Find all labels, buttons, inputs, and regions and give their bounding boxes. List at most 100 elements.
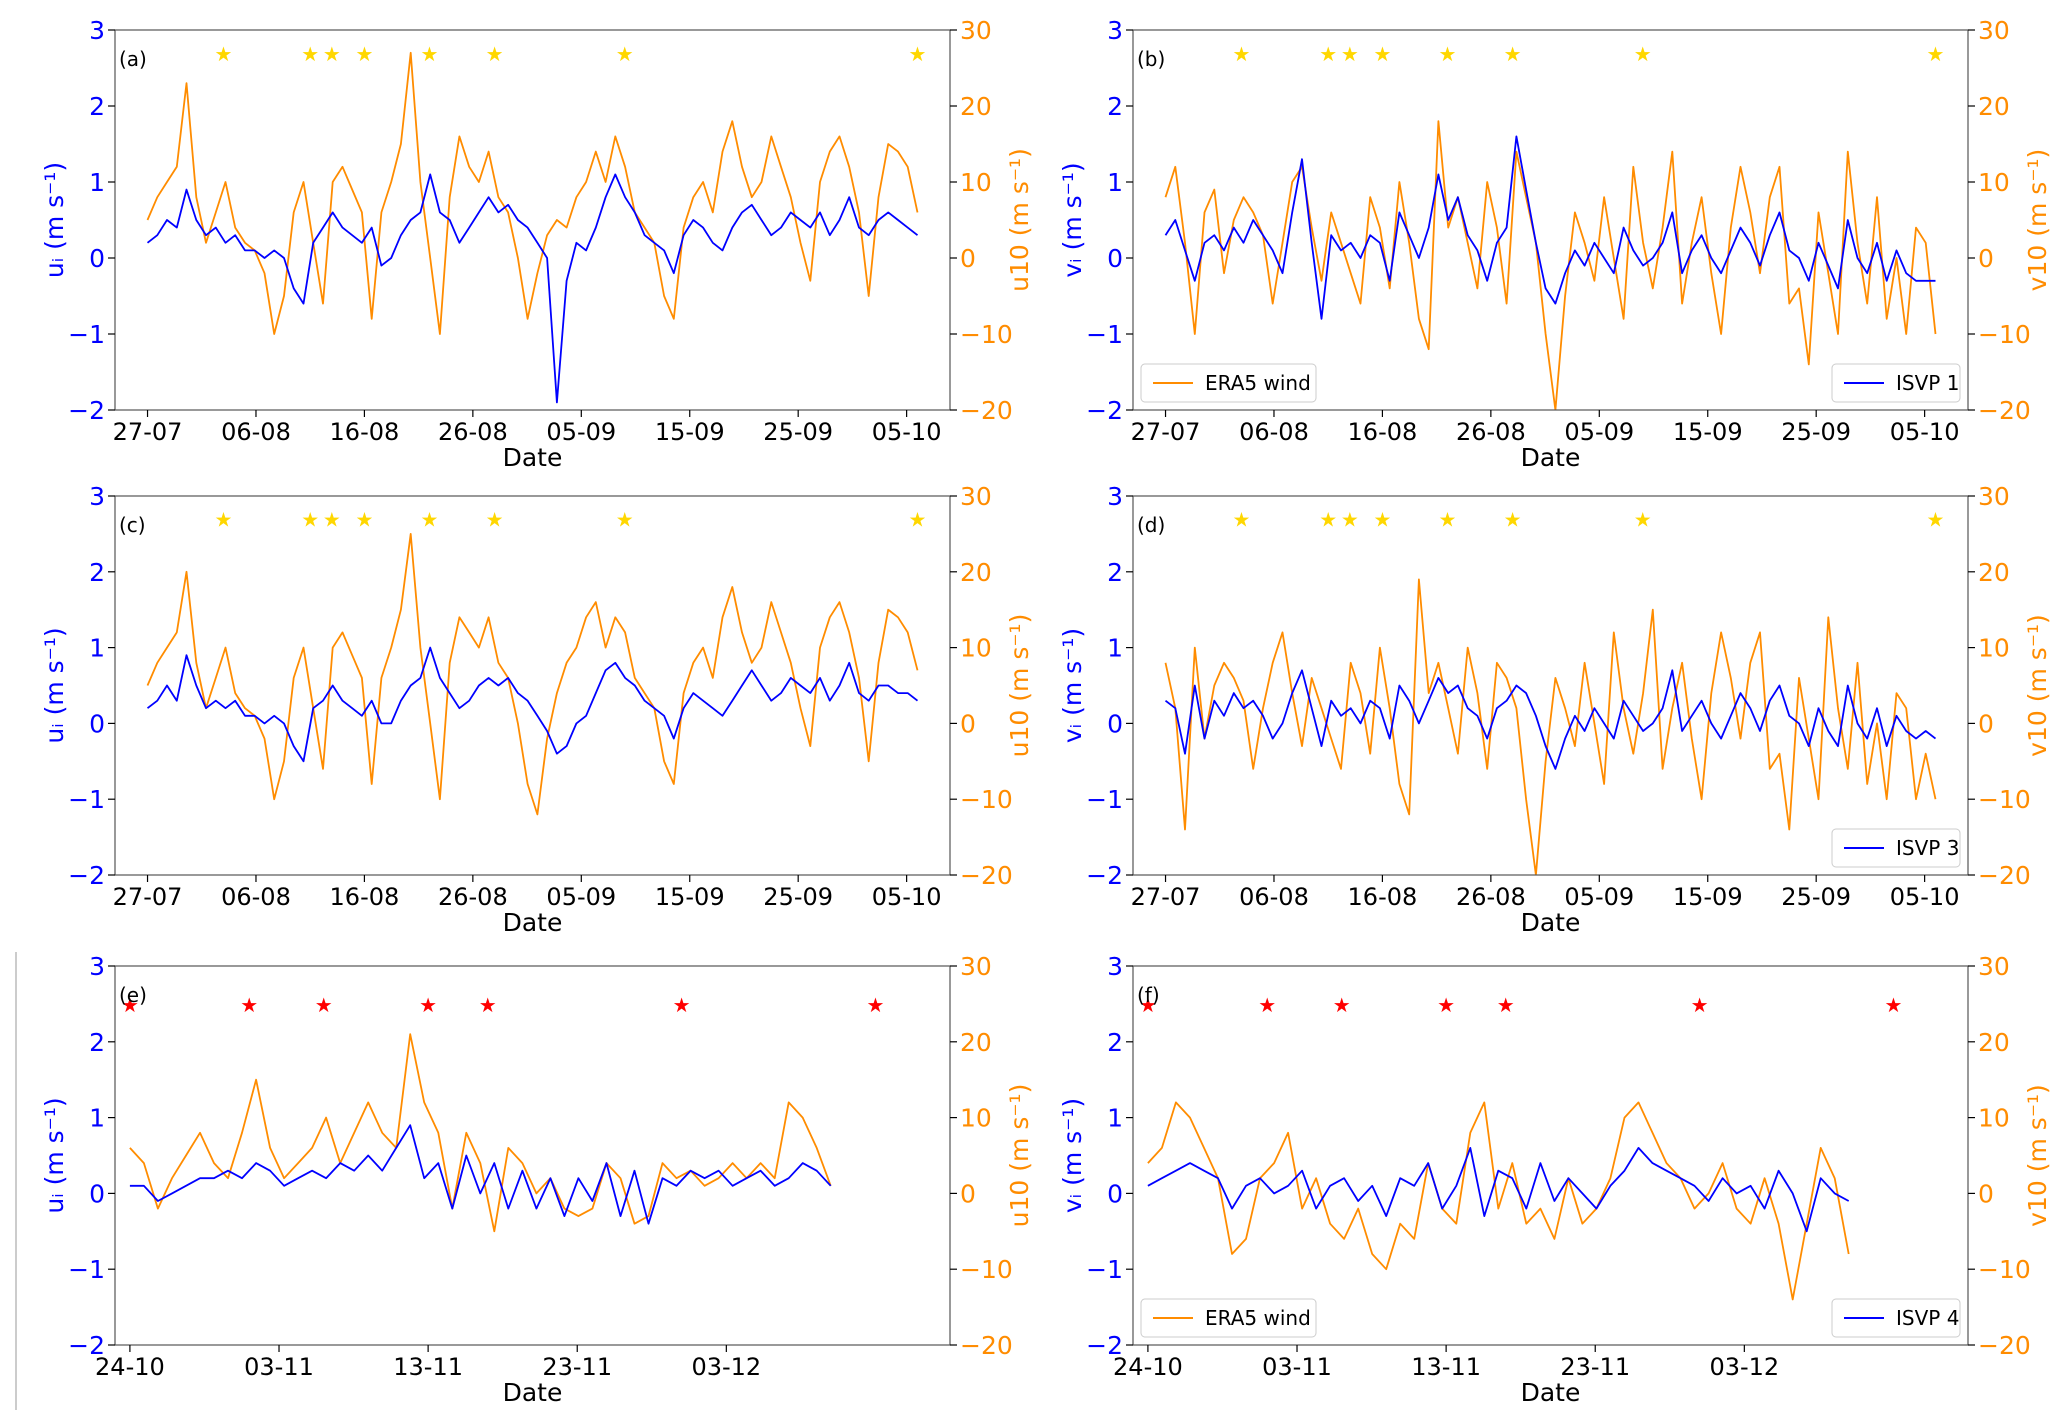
y-right-tick-label: 20 (1978, 92, 2010, 121)
x-tick-label: 03-11 (1262, 1353, 1332, 1381)
plot-frame (114, 965, 951, 1346)
event-star: ★ (355, 42, 373, 66)
y-left-tick-label: −2 (1086, 1331, 1123, 1360)
y-left-tick-label: −2 (68, 396, 105, 425)
y-left-tick-label: −1 (1086, 1255, 1123, 1284)
event-star: ★ (616, 508, 634, 532)
x-axis-label: Date (503, 1378, 563, 1407)
y-left-axis-label: uᵢ (m s⁻¹) (40, 162, 69, 278)
legend-ice: ISVP 1 (1831, 363, 1961, 403)
y-left-tick-label: 0 (89, 709, 105, 738)
plot-frame (1132, 29, 1969, 411)
y-right-tick-label: −20 (960, 861, 1013, 890)
event-star: ★ (908, 508, 926, 532)
event-star: ★ (1497, 993, 1515, 1017)
event-star: ★ (1232, 42, 1250, 66)
y-left-tick-label: 3 (89, 952, 105, 981)
panel-label: (c) (119, 513, 146, 537)
y-right-axis-label: u10 (m s⁻¹) (1005, 1084, 1034, 1228)
x-tick-label: 06-08 (221, 883, 291, 911)
ice-drift-line (1164, 135, 1936, 320)
y-left-tick-label: 0 (89, 244, 105, 273)
x-tick-label: 26-08 (438, 418, 508, 446)
y-right-tick-label: 10 (960, 168, 992, 197)
y-right-tick-label: 30 (1978, 482, 2010, 511)
event-star: ★ (673, 993, 691, 1017)
legend-wind-label: ERA5 wind (1205, 371, 1311, 395)
event-star: ★ (1437, 993, 1455, 1017)
event-star: ★ (1634, 42, 1652, 66)
event-star: ★ (1926, 42, 1944, 66)
x-tick-label: 05-10 (1890, 418, 1960, 446)
ice-drift-line (129, 1124, 832, 1225)
x-tick-label: 05-09 (1564, 883, 1634, 911)
y-left-tick-label: 1 (1107, 634, 1123, 663)
wind-line (1147, 1101, 1850, 1301)
y-right-tick-label: 20 (1978, 558, 2010, 587)
ice-drift-line (1147, 1147, 1850, 1233)
event-star: ★ (1504, 508, 1522, 532)
event-star: ★ (866, 993, 884, 1017)
legend-ice-label: ISVP 3 (1896, 836, 1959, 860)
panel-label: (d) (1137, 513, 1165, 537)
legend-ice: ISVP 3 (1831, 828, 1961, 868)
event-star: ★ (616, 42, 634, 66)
x-tick-label: 26-08 (438, 883, 508, 911)
legend-wind-label: ERA5 wind (1205, 1306, 1311, 1330)
y-right-tick-label: 0 (1978, 709, 1994, 738)
y-right-tick-label: 30 (1978, 16, 2010, 45)
event-star: ★ (419, 993, 437, 1017)
plot-frame (114, 29, 951, 411)
y-right-tick-label: 30 (960, 482, 992, 511)
panel-label: (f) (1137, 983, 1160, 1007)
event-star: ★ (1341, 508, 1359, 532)
x-tick-label: 15-09 (1673, 883, 1743, 911)
x-tick-label: 05-10 (872, 883, 942, 911)
y-left-tick-label: 0 (89, 1179, 105, 1208)
event-star: ★ (479, 993, 497, 1017)
event-star: ★ (214, 508, 232, 532)
y-left-tick-label: −1 (1086, 320, 1123, 349)
y-right-tick-label: −10 (960, 785, 1013, 814)
event-star: ★ (421, 508, 439, 532)
event-star: ★ (323, 42, 341, 66)
y-right-axis-label: v10 (m s⁻¹) (2023, 614, 2052, 757)
y-left-axis-label: vᵢ (m s⁻¹) (1058, 1098, 1087, 1213)
y-left-tick-label: −2 (1086, 396, 1123, 425)
y-right-tick-label: −20 (960, 1331, 1013, 1360)
y-right-tick-label: −10 (960, 1255, 1013, 1284)
event-star: ★ (355, 508, 373, 532)
x-tick-label: 23-11 (542, 1353, 612, 1381)
y-right-tick-label: 10 (1978, 634, 2010, 663)
event-star: ★ (1258, 993, 1276, 1017)
y-left-axis-label: uᵢ (m s⁻¹) (40, 627, 69, 743)
legend-box (1140, 1298, 1317, 1338)
x-tick-label: 06-08 (1239, 883, 1309, 911)
y-right-tick-label: −20 (1978, 861, 2031, 890)
y-left-axis-label: vᵢ (m s⁻¹) (1058, 628, 1087, 743)
x-tick-label: 24-10 (95, 1353, 165, 1381)
x-tick-label: 13-11 (1411, 1353, 1481, 1381)
y-left-tick-label: 3 (89, 482, 105, 511)
x-tick-label: 25-09 (763, 883, 833, 911)
x-tick-label: 27-07 (113, 418, 183, 446)
y-left-tick-label: 1 (89, 1104, 105, 1133)
x-tick-label: 03-12 (1709, 1353, 1779, 1381)
x-tick-label: 27-07 (1131, 418, 1201, 446)
legend-box (1831, 1298, 1961, 1338)
x-tick-label: 23-11 (1560, 1353, 1630, 1381)
x-tick-label: 06-08 (221, 418, 291, 446)
panel-label: (e) (119, 983, 147, 1007)
y-right-tick-label: 0 (1978, 1179, 1994, 1208)
x-tick-label: 16-08 (1348, 418, 1418, 446)
y-left-tick-label: 2 (1107, 92, 1123, 121)
x-tick-label: 16-08 (1348, 883, 1418, 911)
x-tick-label: 06-08 (1239, 418, 1309, 446)
y-left-tick-label: −1 (68, 785, 105, 814)
event-star: ★ (1333, 993, 1351, 1017)
